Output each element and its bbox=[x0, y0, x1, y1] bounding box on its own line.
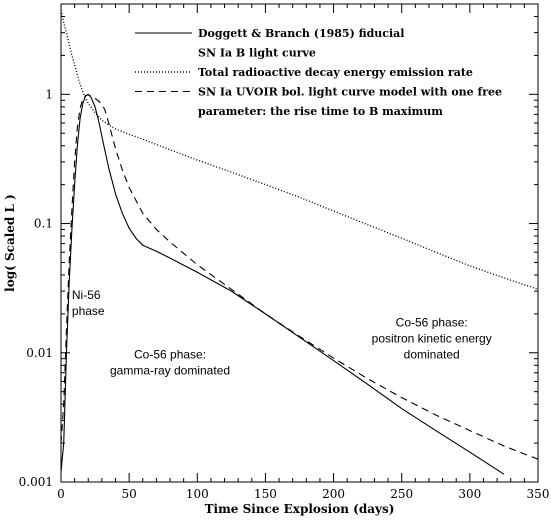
axis-ticks: 0 50 100 150 200 250 300 350 0.001 0.01 0.1 1 bbox=[19, 3, 550, 501]
annotation-text: phase bbox=[72, 304, 105, 318]
annotation-text: Co-56 phase: bbox=[396, 315, 468, 329]
plot-frame bbox=[60, 3, 539, 483]
y-tick-label: 0.01 bbox=[26, 346, 53, 360]
legend-entry-text: SN Ia B light curve bbox=[198, 47, 316, 60]
annotation-text: Co-56 phase: bbox=[134, 348, 206, 362]
series-line-dotted bbox=[61, 9, 538, 290]
x-tick-label: 50 bbox=[122, 487, 137, 501]
annotation-text: positron kinetic energy bbox=[372, 331, 492, 345]
y-axis-label: log( Scaled L ) bbox=[3, 194, 17, 292]
annotations: Ni-56 phase Co-56 phase: gamma-ray dominate… bbox=[72, 288, 492, 378]
x-tick-label: 300 bbox=[458, 487, 481, 501]
y-tick-label: 0.001 bbox=[19, 475, 53, 489]
y-tick-label: 1 bbox=[45, 87, 53, 101]
series-line-solid bbox=[61, 93, 505, 475]
series-group bbox=[61, 9, 538, 475]
x-tick-label: 150 bbox=[254, 487, 277, 501]
legend-entry-text: SN Ia UVOIR bol. light curve model with … bbox=[198, 86, 502, 99]
legend: Doggett & Branch (1985) fiducial SN Ia B … bbox=[135, 27, 502, 118]
x-tick-label: 250 bbox=[390, 487, 413, 501]
y-tick-label: 0.1 bbox=[34, 217, 53, 231]
x-axis-label: Time Since Explosion (days) bbox=[205, 502, 395, 516]
annotation-text: dominated bbox=[404, 347, 460, 361]
annotation-text: gamma-ray dominated bbox=[110, 364, 230, 378]
x-tick-label: 0 bbox=[57, 487, 65, 501]
x-tick-label: 350 bbox=[527, 487, 550, 501]
legend-entry-text: Doggett & Branch (1985) fiducial bbox=[198, 27, 404, 40]
x-tick-label: 200 bbox=[322, 487, 345, 501]
legend-entry-text: Total radioactive decay energy emission … bbox=[198, 66, 473, 79]
x-tick-label: 100 bbox=[186, 487, 209, 501]
annotation-text: Ni-56 bbox=[72, 288, 101, 302]
legend-entry-text: parameter: the rise time to B maximum bbox=[198, 105, 443, 118]
series-line-dashed bbox=[61, 94, 538, 460]
